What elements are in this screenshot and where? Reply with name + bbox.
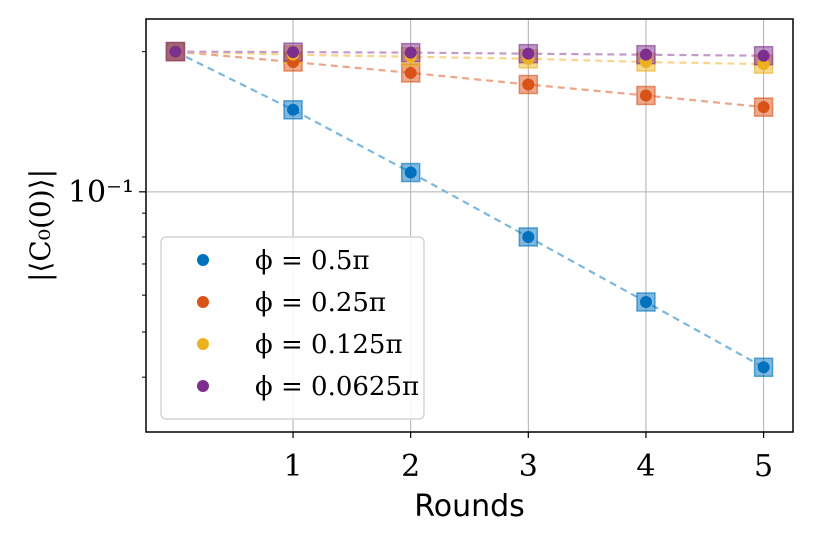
legend-box <box>160 236 425 420</box>
legend-marker <box>197 296 209 308</box>
legend-label: ϕ = 0.5π <box>255 246 369 276</box>
data-point <box>639 89 652 102</box>
data-point <box>522 47 535 60</box>
x-axis-title: Rounds <box>414 489 525 524</box>
legend: ϕ = 0.5π ϕ = 0.25π ϕ = 0.125π ϕ = 0.0625π <box>160 236 425 420</box>
data-point <box>757 49 770 62</box>
fit-line-series-0 <box>174 50 765 369</box>
legend-marker <box>197 380 209 392</box>
data-point <box>757 58 770 71</box>
legend-label: ϕ = 0.0625π <box>255 372 419 402</box>
data-point <box>757 361 770 374</box>
x-tick-label: 2 <box>401 449 420 484</box>
data-point <box>404 46 417 59</box>
data-point <box>404 166 417 179</box>
x-tick-label: 4 <box>636 449 655 484</box>
fit-line-series-3 <box>175 50 764 57</box>
legend-marker <box>197 338 209 350</box>
x-tick-label: 5 <box>754 449 773 484</box>
y-tick-label: 10⁻¹ <box>68 175 134 210</box>
x-tick-label: 3 <box>519 449 538 484</box>
data-point <box>757 101 770 114</box>
fit-lines <box>174 50 765 369</box>
legend-label: ϕ = 0.125π <box>255 330 403 360</box>
fit-line-series-2 <box>175 50 764 66</box>
fit-line-series-1 <box>175 50 764 109</box>
legend-label: ϕ = 0.25π <box>255 288 386 318</box>
data-point <box>639 48 652 61</box>
plot-frame <box>145 18 794 433</box>
legend-marker <box>197 254 209 266</box>
data-point <box>639 295 652 308</box>
data-point <box>522 78 535 91</box>
data-point <box>169 45 182 58</box>
data-point <box>287 103 300 116</box>
circle-markers <box>169 45 770 374</box>
data-point <box>287 46 300 59</box>
data-point <box>522 230 535 243</box>
data-point <box>404 66 417 79</box>
ticks: 1 2 3 4 5 10⁻¹ <box>68 51 773 484</box>
y-axis-title: |⟨C₀(0)⟩| <box>24 169 57 282</box>
x-tick-label: 1 <box>283 449 302 484</box>
